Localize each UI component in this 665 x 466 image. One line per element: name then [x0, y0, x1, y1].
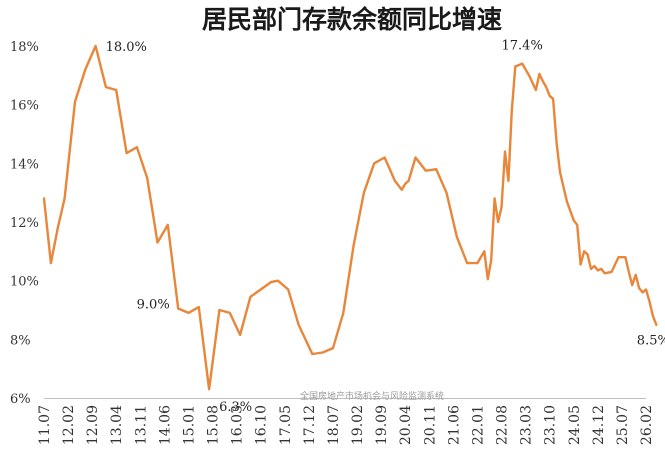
x-axis: 11.07 12.02 12.09 13.04 13.11 14.06 15.01 15.08…	[37, 405, 655, 445]
x-tick-label: 24.12	[591, 405, 607, 445]
data-label: 6.3%	[219, 400, 252, 415]
x-tick-label: 12.09	[85, 405, 101, 445]
x-tick-label: 23.03	[519, 405, 535, 445]
x-tick-label: 18.07	[326, 405, 342, 445]
y-tick-label: 12%	[10, 216, 39, 231]
x-tick-label: 14.06	[157, 405, 173, 445]
x-tick-label: 24.05	[567, 405, 583, 445]
data-label: 9.0%	[137, 298, 170, 313]
data-label: 8.5%	[637, 334, 665, 349]
y-tick-label: 10%	[10, 275, 39, 290]
x-tick-label: 20.11	[422, 405, 438, 445]
watermark: 全国房地产市场机会与风险监测系统	[300, 390, 444, 402]
x-tick-label: 23.10	[543, 405, 559, 445]
x-tick-label: 16.03	[230, 405, 246, 445]
series-group	[42, 44, 658, 391]
x-tick-label: 11.07	[37, 405, 53, 445]
x-tick-label: 15.01	[181, 405, 197, 445]
series-line	[42, 44, 658, 391]
x-tick-label: 16.10	[254, 405, 270, 445]
x-tick-label: 17.05	[278, 405, 294, 445]
x-tick-label: 22.08	[495, 405, 511, 445]
x-tick-label: 13.04	[109, 405, 125, 445]
x-tick-label: 13.11	[133, 405, 149, 445]
x-tick-label: 17.12	[302, 405, 318, 445]
annotations-group: 18.0% 9.0% 6.3% 17.4% 8.5%	[106, 39, 665, 416]
x-tick-label: 20.04	[398, 405, 414, 445]
x-tick-label: 25.07	[615, 405, 631, 445]
y-tick-label: 8%	[10, 333, 31, 348]
x-tick-label: 19.02	[350, 405, 366, 445]
x-tick-label: 12.02	[61, 405, 77, 445]
x-tick-label: 15.08	[206, 405, 222, 445]
data-label: 17.4%	[502, 39, 543, 54]
x-tick-label: 22.01	[470, 405, 486, 445]
y-tick-label: 6%	[10, 392, 31, 407]
x-tick-label: 19.09	[374, 405, 390, 445]
y-tick-label: 16%	[10, 99, 39, 114]
chart-title: 居民部门存款余额同比增速	[202, 5, 502, 34]
y-tick-label: 18%	[10, 40, 39, 55]
data-label: 18.0%	[106, 40, 147, 55]
y-tick-label: 14%	[10, 157, 39, 172]
x-tick-label: 21.06	[446, 405, 462, 445]
y-axis: 6% 8% 10% 12% 14% 16% 18%	[10, 40, 39, 407]
x-tick-label: 26.02	[639, 405, 655, 445]
